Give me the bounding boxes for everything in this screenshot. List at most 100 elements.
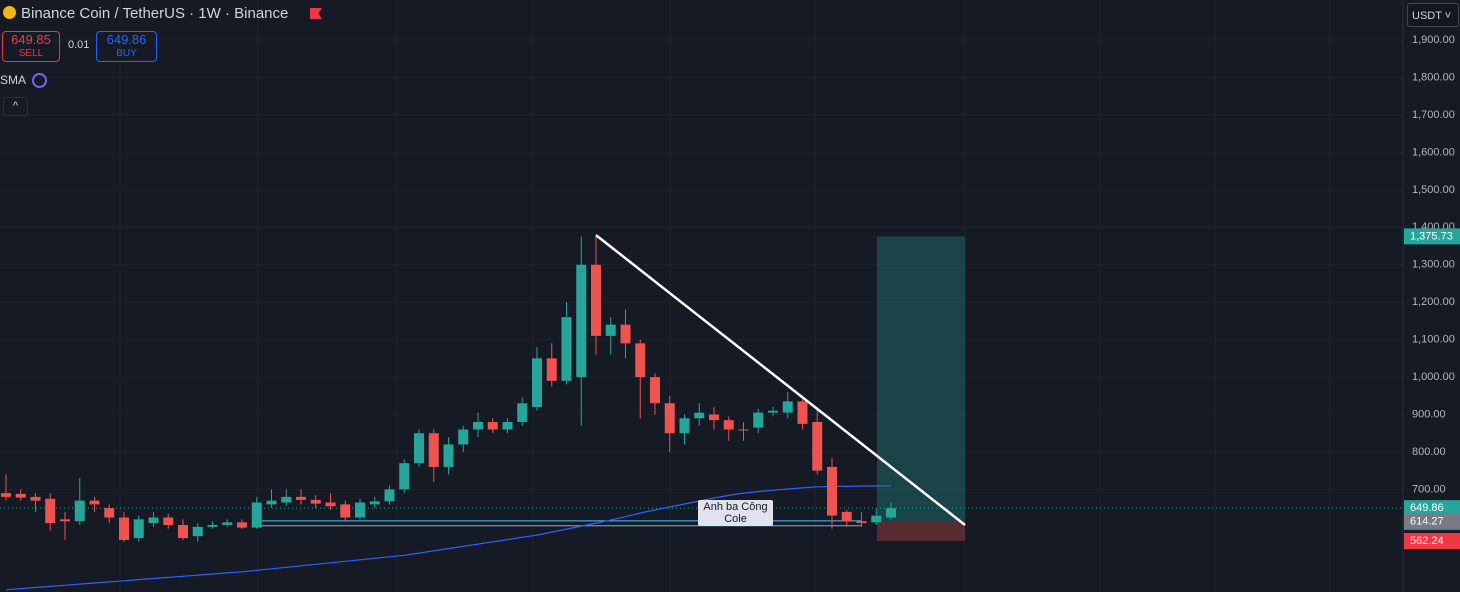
currency-dropdown[interactable]: USDT ˅ — [1407, 3, 1459, 27]
candle-body — [163, 517, 174, 525]
y-tick-label: 1,900.00 — [1412, 34, 1455, 46]
candle-body — [266, 500, 277, 505]
buy-button[interactable]: 649.86 BUY — [96, 31, 157, 62]
y-tick-label: 1,200.00 — [1412, 296, 1455, 308]
indicator-name: SMA — [0, 73, 27, 87]
candle-body — [355, 502, 365, 518]
candle-body — [45, 498, 56, 524]
y-tick-label: 1,600.00 — [1412, 146, 1455, 158]
candle-body — [89, 500, 100, 505]
candle-body — [281, 496, 292, 503]
candle-body — [871, 515, 882, 523]
entry-tag-bg — [1404, 513, 1460, 530]
candle-body — [15, 493, 26, 498]
candle-body — [384, 489, 395, 502]
y-tick-label: 1,700.00 — [1412, 109, 1455, 121]
candle-body — [664, 403, 675, 434]
target-tag-bg — [1404, 228, 1460, 245]
y-tick-label: 800.00 — [1412, 446, 1446, 458]
candle-body — [723, 420, 734, 430]
candle-body — [237, 522, 247, 528]
candle-body — [886, 508, 896, 518]
y-tick-label: 1,500.00 — [1412, 184, 1455, 196]
candle-body — [60, 519, 70, 522]
candle-body — [753, 412, 764, 428]
candle-body — [782, 401, 793, 413]
sell-label: SELL — [18, 48, 44, 59]
stop-tag: 562.24 — [1410, 535, 1444, 547]
sma-line — [5, 485, 891, 591]
candle-body — [694, 412, 705, 419]
candle-body — [443, 444, 454, 467]
candle-body — [296, 496, 306, 500]
candle-body — [576, 264, 587, 378]
spread: 0.01 — [68, 39, 90, 51]
currency: USDT — [1412, 10, 1442, 22]
candle-body — [812, 422, 823, 471]
candle-body — [399, 463, 410, 490]
candle-body — [827, 466, 837, 516]
candle-body — [856, 521, 867, 524]
candle-body — [650, 377, 660, 404]
candle-body — [620, 324, 631, 344]
candle-body — [133, 519, 144, 539]
y-tick-label: 1,300.00 — [1412, 259, 1455, 271]
coin-icon — [3, 6, 16, 19]
candle-body — [119, 517, 129, 540]
candle-body — [679, 418, 690, 434]
buy-label: BUY — [116, 48, 137, 59]
candle-body — [458, 429, 469, 445]
candle-body — [561, 317, 572, 381]
candle-body — [1, 493, 11, 497]
candle-body — [178, 524, 188, 539]
y-tick-label: 1,000.00 — [1412, 371, 1455, 383]
stop-zone — [877, 521, 965, 541]
candle-body — [192, 526, 203, 537]
candle-body — [30, 496, 41, 501]
entry-tag: 614.27 — [1410, 515, 1444, 527]
candle-body — [709, 414, 719, 421]
candle-body — [414, 433, 424, 464]
y-tick-label: 1,800.00 — [1412, 71, 1455, 83]
y-tick-label: 700.00 — [1412, 483, 1446, 495]
candle-body — [104, 508, 115, 518]
candle-body — [797, 401, 808, 424]
candle-body — [310, 499, 321, 504]
symbol-title: Binance Coin / TetherUS · 1W · Binance — [21, 5, 289, 22]
candle-body — [546, 358, 557, 381]
y-tick-label: 1,100.00 — [1412, 334, 1455, 346]
flag[interactable] — [310, 8, 322, 19]
candle-body — [207, 524, 218, 527]
candle-body — [251, 502, 262, 528]
annotation: Anh ba Công Cole — [698, 500, 773, 526]
buy-price: 649.86 — [106, 32, 147, 47]
candle-body — [148, 517, 159, 524]
candle-body — [222, 522, 233, 525]
indicator-icon[interactable] — [32, 73, 47, 88]
candle-body — [473, 422, 483, 430]
candle-body — [428, 433, 439, 467]
candle-body — [738, 429, 749, 431]
target-tag: 1,375.73 — [1410, 230, 1453, 242]
collapse-button[interactable]: ^ — [3, 97, 28, 116]
candle-body — [502, 422, 513, 430]
candle-body — [841, 511, 852, 522]
last-price-tag: 649.86 — [1410, 502, 1444, 514]
candle-body — [517, 403, 528, 423]
sell-button[interactable]: 649.85 SELL — [2, 31, 60, 62]
candle-body — [591, 264, 601, 336]
target-zone — [877, 236, 965, 522]
last-price-tag-bg — [1404, 500, 1460, 517]
trendline — [595, 234, 966, 526]
candle-body — [605, 324, 616, 336]
candle-body — [768, 410, 778, 413]
candle-body — [340, 504, 351, 518]
candle-body — [369, 501, 380, 505]
sell-price: 649.85 — [11, 32, 51, 47]
y-tick-label: 900.00 — [1412, 408, 1446, 420]
candle-body — [325, 502, 336, 507]
candle-body — [532, 358, 542, 408]
candle-body — [74, 500, 85, 522]
